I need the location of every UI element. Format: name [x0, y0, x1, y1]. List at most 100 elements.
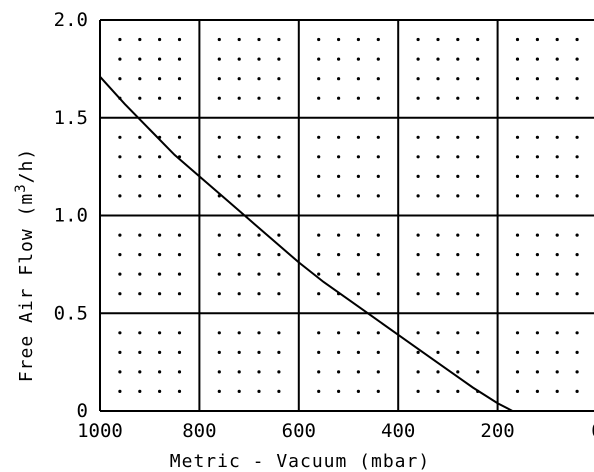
grid-dot — [416, 77, 420, 81]
grid-dot — [317, 57, 321, 61]
grid-dot — [575, 57, 579, 61]
grid-dot — [177, 96, 182, 100]
grid-dot — [555, 272, 559, 276]
grid-dot — [257, 292, 261, 296]
grid-dot — [575, 135, 579, 139]
grid-dot — [555, 57, 559, 61]
x-tick-label: 800 — [182, 420, 216, 442]
grid-dot — [158, 292, 162, 296]
grid-dot — [515, 194, 520, 198]
grid-dot — [337, 389, 341, 393]
grid-dot — [237, 57, 241, 61]
grid-dot — [337, 350, 341, 354]
grid-dot — [555, 389, 559, 393]
grid-dot — [376, 389, 380, 393]
grid-dot — [575, 253, 579, 257]
y-tick-label: 1.0 — [54, 205, 88, 227]
grid-dot — [158, 57, 162, 61]
grid-dot — [317, 292, 321, 296]
grid-dot — [515, 389, 520, 393]
grid-dot — [257, 350, 261, 354]
grid-dot — [177, 253, 182, 257]
x-tick-label: 0 — [591, 420, 594, 442]
grid-dot — [217, 233, 221, 237]
grid-dot — [337, 96, 341, 100]
grid-dot — [515, 155, 520, 159]
grid-dot — [476, 233, 480, 237]
grid-dot — [555, 96, 559, 100]
grid-dot — [237, 292, 241, 296]
grid-dot — [317, 331, 321, 335]
grid-dot — [138, 370, 142, 374]
grid-dot — [118, 370, 122, 374]
grid-dot — [237, 37, 241, 42]
grid-dot — [138, 292, 142, 296]
grid-dot — [356, 96, 360, 100]
grid-dot — [337, 77, 341, 81]
grid-dot — [476, 77, 480, 81]
grid-dot — [376, 37, 380, 42]
grid-dot — [416, 331, 420, 335]
grid-dot — [575, 77, 579, 81]
grid-dot — [555, 37, 559, 42]
grid-dot — [237, 194, 241, 198]
grid-dot — [456, 350, 460, 354]
grid-dot — [456, 233, 460, 237]
grid-dot — [177, 233, 182, 237]
y-tick-labels: 0 0.5 1.0 1.5 2.0 — [54, 9, 88, 422]
grid-dot — [118, 389, 122, 393]
grid-dot — [158, 194, 162, 198]
grid-dot — [555, 331, 559, 335]
grid-dot — [177, 292, 182, 296]
grid-dot — [535, 292, 540, 296]
grid-dot — [356, 350, 360, 354]
grid-dot — [555, 233, 559, 237]
grid-dot — [575, 370, 579, 374]
grid-dot — [217, 292, 221, 296]
grid-dot — [535, 331, 540, 335]
grid-dot — [376, 233, 380, 237]
grid-dot — [436, 389, 440, 393]
grid-dot — [575, 272, 579, 276]
grid-dot — [515, 233, 520, 237]
grid-dot — [158, 331, 162, 335]
grid-dot — [317, 253, 321, 257]
grid-dot — [177, 370, 182, 374]
grid-dot — [237, 77, 241, 81]
grid-dot — [535, 194, 540, 198]
grid-dot — [436, 194, 440, 198]
grid-dot — [416, 370, 420, 374]
grid-dot — [337, 194, 341, 198]
grid-dot — [515, 370, 520, 374]
grid-dot — [177, 331, 182, 335]
grid-dot — [476, 194, 480, 198]
grid-dot — [158, 96, 162, 100]
grid-dot — [237, 272, 241, 276]
x-tick-label: 400 — [381, 420, 415, 442]
grid-dot — [476, 272, 480, 276]
grid-dot — [337, 233, 341, 237]
grid-dot — [138, 57, 142, 61]
grid-dot — [376, 331, 380, 335]
grid-dot — [177, 350, 182, 354]
grid-dot — [456, 135, 460, 139]
grid-dot — [476, 155, 480, 159]
grid-dot — [138, 253, 142, 257]
grid-dot — [535, 77, 540, 81]
grid-dot — [237, 253, 241, 257]
grid-dot — [535, 57, 540, 61]
grid-dot — [416, 233, 420, 237]
grid-dot — [555, 155, 559, 159]
grid-dot — [158, 253, 162, 257]
grid-dot — [118, 233, 122, 237]
grid-dot — [356, 57, 360, 61]
grid-dot — [535, 389, 540, 393]
grid-dot — [575, 233, 579, 237]
grid-dot — [217, 370, 221, 374]
y-axis-label: Free Air Flow (m3/h) — [13, 148, 37, 382]
grid-dot — [118, 155, 122, 159]
grid-dot — [257, 272, 261, 276]
grid-dot — [118, 292, 122, 296]
series-curve — [99, 76, 513, 412]
grid-dot — [456, 253, 460, 257]
